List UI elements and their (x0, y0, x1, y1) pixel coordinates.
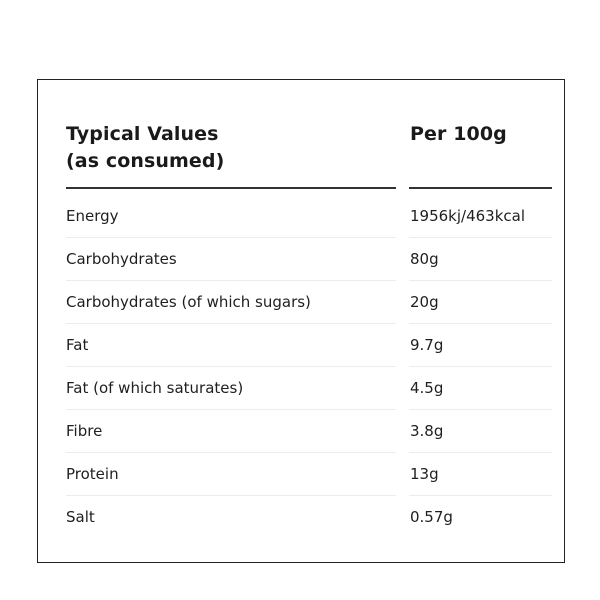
nutrient-value: 3.8g (410, 422, 444, 440)
table-row: Carbohydrates 80g (38, 238, 564, 281)
table-row: Fat 9.7g (38, 324, 564, 367)
nutrient-name: Carbohydrates (of which sugars) (66, 293, 311, 311)
nutrient-value: 20g (410, 293, 439, 311)
nutrient-name: Fibre (66, 422, 103, 440)
column-header-typical-values: Typical Values (as consumed) (66, 121, 386, 175)
header-line-2: (as consumed) (66, 150, 225, 172)
row-divider (409, 409, 552, 410)
column-header-per-100g: Per 100g (410, 121, 560, 148)
header-divider-left (66, 187, 396, 189)
nutrient-value: 4.5g (410, 379, 444, 397)
header-per-100g-label: Per 100g (410, 123, 507, 145)
row-divider (66, 237, 396, 238)
nutrient-name: Salt (66, 508, 95, 526)
table-row: Protein 13g (38, 453, 564, 496)
row-divider (66, 495, 396, 496)
row-divider (409, 280, 552, 281)
table-row: Salt 0.57g (38, 496, 564, 539)
table-row: Energy 1956kj/463kcal (38, 195, 564, 238)
row-divider (66, 452, 396, 453)
nutrition-table: Typical Values (as consumed) Per 100g En… (37, 79, 565, 563)
nutrient-value: 80g (410, 250, 439, 268)
row-divider (409, 452, 552, 453)
table-row: Fibre 3.8g (38, 410, 564, 453)
header-line-1: Typical Values (66, 123, 219, 145)
row-divider (409, 495, 552, 496)
row-divider (66, 366, 396, 367)
row-divider (409, 366, 552, 367)
row-divider (409, 323, 552, 324)
table-row: Fat (of which saturates) 4.5g (38, 367, 564, 410)
row-divider (66, 280, 396, 281)
nutrient-value: 13g (410, 465, 439, 483)
nutrient-value: 1956kj/463kcal (410, 207, 526, 225)
header-divider-right (409, 187, 552, 189)
nutrient-value: 0.57g (410, 508, 453, 526)
row-divider (66, 323, 396, 324)
row-divider (409, 237, 552, 238)
nutrient-name: Fat (of which saturates) (66, 379, 244, 397)
nutrient-name: Fat (66, 336, 89, 354)
table-row: Carbohydrates (of which sugars) 20g (38, 281, 564, 324)
row-divider (66, 409, 396, 410)
nutrient-value: 9.7g (410, 336, 444, 354)
nutrient-name: Energy (66, 207, 119, 225)
nutrient-name: Protein (66, 465, 119, 483)
nutrient-name: Carbohydrates (66, 250, 177, 268)
